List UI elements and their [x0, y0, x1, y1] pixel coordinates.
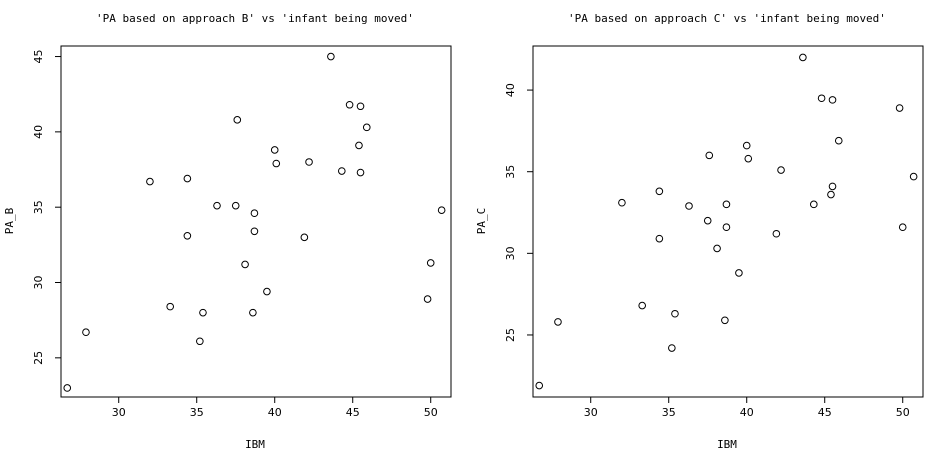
data-point-pa-c-9	[703, 216, 712, 225]
plot-frame-pa-c	[532, 45, 924, 398]
y-tick-label-pa-b-0: 25	[32, 351, 45, 365]
data-point-pa-b-29	[437, 206, 446, 215]
x-tick-label-pa-c-0: 30	[584, 406, 598, 419]
data-point-pa-c-1	[554, 318, 562, 326]
data-point-pa-b-8	[213, 201, 221, 210]
x-tick-label-pa-c-3: 45	[818, 406, 832, 419]
data-point-pa-c-12	[721, 316, 729, 325]
data-point-pa-c-18	[772, 229, 781, 238]
data-point-pa-b-21	[338, 167, 346, 175]
data-point-pa-b-13	[250, 227, 259, 236]
data-point-pa-c-6	[668, 344, 676, 352]
data-point-pa-c-21	[810, 200, 818, 209]
data-point-pa-c-11	[713, 244, 721, 253]
chart-title-pa-c: 'PA based on approach C' vs 'infant bein…	[568, 12, 886, 25]
x-tick-label-pa-c-2: 40	[740, 406, 754, 419]
y-tick-label-pa-b-1: 30	[32, 276, 45, 290]
data-point-pa-c-8	[685, 202, 693, 210]
chart-title-pa-b: 'PA based on approach B' vs 'infant bein…	[96, 12, 414, 25]
data-point-pa-b-19	[305, 158, 313, 166]
data-point-pa-c-2	[618, 198, 626, 207]
data-point-pa-b-10	[233, 116, 242, 124]
data-point-pa-c-5	[655, 234, 664, 243]
x-axis-label-pa-b: IBM	[245, 438, 265, 451]
data-point-pa-b-22	[345, 100, 354, 109]
data-point-pa-b-17	[272, 159, 281, 168]
data-point-pa-c-29	[909, 172, 918, 181]
data-point-pa-c-4	[655, 187, 664, 196]
data-point-pa-b-7	[199, 308, 207, 317]
data-point-pa-b-20	[327, 52, 335, 61]
data-point-pa-b-5	[183, 232, 192, 240]
data-points-pa-c	[535, 53, 918, 390]
x-axis-ticks-pa-c: 30 35 40 45 50	[584, 397, 910, 419]
plot-frame-pa-b	[60, 45, 452, 398]
data-point-pa-c-0	[535, 381, 544, 390]
data-point-pa-b-6	[196, 337, 204, 346]
data-point-pa-c-14	[722, 200, 731, 209]
data-point-pa-c-16	[742, 141, 751, 150]
scatter-panel-pa-c: 'PA based on approach C' vs 'infant bein…	[475, 12, 924, 451]
data-point-pa-b-14	[250, 209, 259, 218]
data-point-pa-c-26	[834, 136, 843, 145]
data-point-pa-b-15	[263, 287, 271, 296]
y-tick-label-pa-b-2: 35	[32, 200, 45, 214]
y-tick-label-pa-c-1: 30	[504, 246, 517, 260]
x-tick-label-pa-c-4: 50	[896, 406, 910, 419]
data-point-pa-c-19	[777, 166, 785, 174]
y-tick-label-pa-b-4: 45	[32, 50, 45, 64]
data-point-pa-b-0	[63, 384, 72, 392]
data-point-pa-b-16	[270, 146, 279, 154]
data-point-pa-c-20	[799, 53, 807, 62]
y-tick-label-pa-c-2: 35	[504, 165, 517, 179]
data-point-pa-c-27	[895, 104, 904, 112]
x-tick-label-pa-b-3: 45	[346, 406, 360, 419]
y-axis-ticks-pa-b: 25 30 35 40 45	[32, 50, 61, 365]
data-point-pa-c-24	[828, 96, 837, 104]
data-point-pa-c-15	[735, 269, 743, 277]
y-tick-label-pa-c-0: 25	[504, 328, 517, 342]
data-point-pa-b-3	[166, 302, 174, 311]
data-point-pa-b-28	[426, 259, 435, 267]
data-point-pa-c-25	[828, 182, 837, 191]
x-tick-label-pa-b-0: 30	[112, 406, 126, 419]
data-point-pa-b-9	[231, 201, 240, 210]
data-point-pa-c-22	[817, 94, 826, 103]
data-point-pa-b-1	[82, 328, 90, 337]
data-point-pa-c-13	[722, 223, 731, 232]
x-axis-ticks-pa-b: 30 35 40 45 50	[112, 397, 438, 419]
x-tick-label-pa-b-4: 50	[424, 406, 438, 419]
data-point-pa-c-23	[827, 190, 835, 199]
data-point-pa-b-4	[183, 174, 192, 183]
scatter-panel-pa-b: 'PA based on approach B' vs 'infant bein…	[3, 12, 452, 451]
data-point-pa-b-25	[356, 168, 365, 177]
data-point-pa-b-26	[362, 123, 371, 132]
data-point-pa-b-18	[300, 233, 309, 242]
data-point-pa-c-17	[744, 154, 753, 163]
data-point-pa-b-12	[249, 308, 257, 317]
y-tick-label-pa-c-3: 40	[504, 83, 517, 97]
y-axis-label-pa-c: PA_C	[475, 208, 488, 235]
data-point-pa-c-3	[638, 301, 647, 310]
x-tick-label-pa-c-1: 35	[662, 406, 676, 419]
data-point-pa-b-11	[241, 260, 249, 269]
x-axis-label-pa-c: IBM	[717, 438, 737, 451]
data-point-pa-b-2	[146, 177, 154, 186]
y-tick-label-pa-b-3: 40	[32, 125, 45, 139]
data-point-pa-b-24	[356, 102, 365, 111]
data-point-pa-b-27	[423, 295, 432, 303]
data-point-pa-c-28	[898, 223, 907, 232]
data-point-pa-b-23	[355, 141, 363, 150]
x-tick-label-pa-b-2: 40	[268, 406, 282, 419]
y-axis-label-pa-b: PA_B	[3, 207, 16, 234]
y-axis-ticks-pa-c: 25 30 35 40	[504, 83, 533, 342]
x-tick-label-pa-b-1: 35	[190, 406, 204, 419]
data-point-pa-c-10	[705, 151, 714, 160]
data-point-pa-c-7	[671, 309, 679, 318]
data-points-pa-b	[63, 52, 446, 392]
